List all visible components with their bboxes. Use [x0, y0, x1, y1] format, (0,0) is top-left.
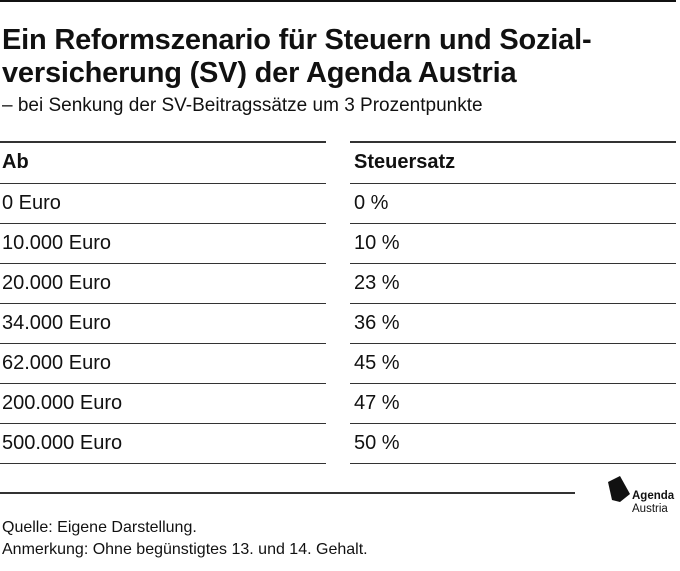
- table-cell-steuersatz: 36 %: [350, 304, 676, 344]
- table-column-steuersatz: Steuersatz 0 % 10 % 23 % 36 % 45 % 47 % …: [350, 142, 676, 464]
- title-text: Ein Reformszenario für Steuern und Sozia…: [2, 24, 592, 89]
- agenda-austria-logo-icon: [608, 476, 630, 502]
- table-cell-ab: 500.000 Euro: [0, 424, 326, 464]
- table-cell-ab: 200.000 Euro: [0, 384, 326, 424]
- table-header-ab: Ab: [0, 142, 326, 184]
- source-note: Quelle: Eigene Darstellung.: [2, 519, 197, 536]
- table-cell-ab: 62.000 Euro: [0, 344, 326, 384]
- table-header-steuersatz: Steuersatz: [350, 142, 676, 184]
- table-cell-ab: 0 Euro: [0, 184, 326, 224]
- table-top-rule-right: [350, 141, 676, 143]
- remark-note: Anmerkung: Ohne begünstigtes 13. und 14.…: [2, 541, 368, 558]
- footer-rule: [0, 492, 575, 494]
- table-cell-steuersatz: 50 %: [350, 424, 676, 464]
- table-cell-steuersatz: 0 %: [350, 184, 676, 224]
- chart-title: Ein Reformszenario für Steuern und Sozia…: [2, 24, 672, 90]
- table-cell-ab: 34.000 Euro: [0, 304, 326, 344]
- footnotes: Quelle: Eigene Darstellung. Anmerkung: O…: [2, 517, 368, 561]
- table-top-rule-left: [0, 141, 326, 143]
- table-cell-steuersatz: 47 %: [350, 384, 676, 424]
- table-cell-steuersatz: 45 %: [350, 344, 676, 384]
- table-cell-steuersatz: 10 %: [350, 224, 676, 264]
- top-rule: [0, 0, 676, 2]
- logo-text-austria: Austria: [632, 503, 668, 515]
- table-column-ab: Ab 0 Euro 10.000 Euro 20.000 Euro 34.000…: [0, 142, 326, 464]
- table-cell-steuersatz: 23 %: [350, 264, 676, 304]
- table-cell-ab: 20.000 Euro: [0, 264, 326, 304]
- logo-text-agenda: Agenda: [632, 490, 675, 502]
- subtitle: – bei Senkung der SV-Beitragssätze um 3 …: [2, 95, 483, 116]
- table-cell-ab: 10.000 Euro: [0, 224, 326, 264]
